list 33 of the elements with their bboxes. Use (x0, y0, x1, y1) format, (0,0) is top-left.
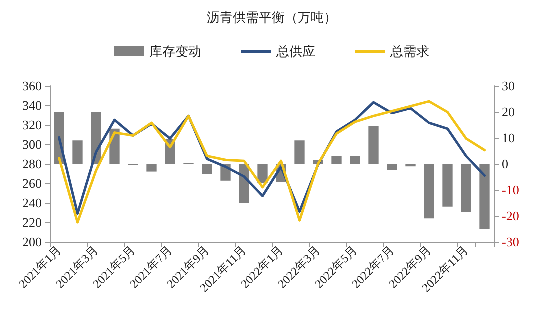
bar (368, 126, 379, 164)
y2-tick-label: 30 (502, 78, 515, 94)
bar (461, 164, 472, 212)
bar (350, 156, 360, 164)
y2-tick-label: 0 (502, 156, 508, 172)
legend-label: 总需求 (390, 44, 430, 59)
bar (202, 164, 212, 174)
bar (442, 164, 453, 207)
y2-tick-label: -10 (502, 182, 520, 198)
legend-label: 库存变动 (150, 44, 202, 59)
bar (146, 164, 157, 172)
bar (480, 164, 490, 229)
chart-title: 沥青供需平衡（万吨） (207, 10, 337, 25)
bar (332, 156, 342, 164)
y-tick-label: 360 (22, 78, 42, 94)
y-tick-label: 220 (22, 215, 42, 230)
y2-tick-label: -30 (502, 234, 520, 250)
y-tick-label: 340 (22, 98, 42, 113)
bar (387, 164, 398, 170)
bar (72, 140, 83, 164)
y-tick-label: 320 (22, 118, 42, 132)
y-tick-label: 280 (22, 156, 42, 172)
bar (406, 164, 416, 167)
bar (424, 164, 434, 219)
y-tick-label: 260 (22, 176, 42, 191)
y2-tick-label: 10 (502, 130, 515, 146)
bar (294, 140, 305, 164)
legend-label: 总供应 (276, 44, 316, 59)
y-tick-label: 240 (22, 196, 42, 210)
y-tick-label: 200 (22, 234, 42, 250)
y2-tick-label: 20 (502, 104, 515, 120)
y-tick-label: 300 (22, 137, 42, 152)
y2-tick-label: -20 (502, 208, 520, 224)
